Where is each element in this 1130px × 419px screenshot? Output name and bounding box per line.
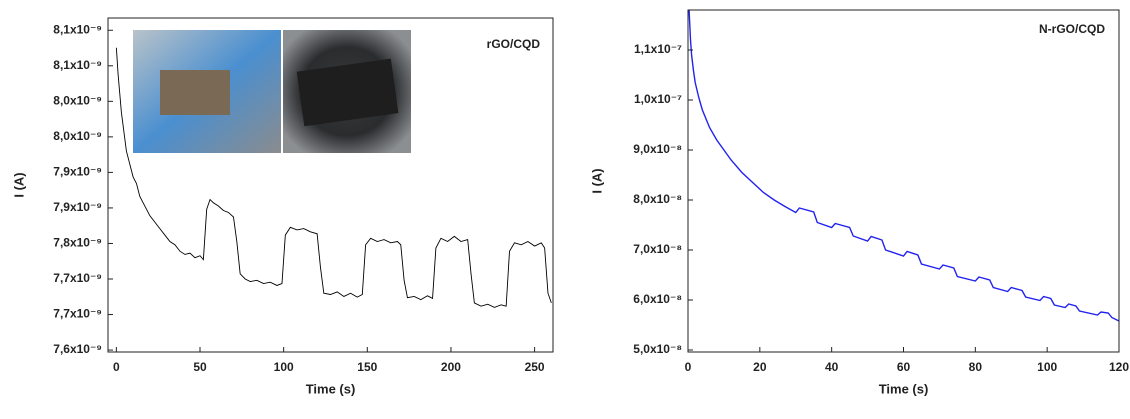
y-tick-label: 8,0x10⁻⁸ [633, 192, 682, 206]
y-tick-label: 6,0x10⁻⁸ [633, 292, 682, 306]
plot [115, 47, 552, 308]
x-tick-label: 80 [969, 360, 983, 374]
y-tick-label: 9,0x10⁻⁸ [633, 142, 682, 156]
plot-frame [107, 17, 554, 353]
x-tick-label: 50 [193, 360, 207, 374]
x-tick-label: 0 [685, 360, 692, 374]
inset-photo-detail [160, 70, 230, 115]
data-line [115, 47, 552, 308]
x-axis-label: Time (s) [306, 381, 356, 396]
y-axis-label: I (A) [11, 172, 26, 197]
x-tick-label: 100 [274, 360, 294, 374]
x-tick-label: 100 [1037, 360, 1057, 374]
y-tick-label: 7,7x10⁻⁹ [53, 271, 102, 285]
y-tick-label: 7,7x10⁻⁹ [53, 307, 102, 321]
inset-photos [133, 30, 411, 153]
data-line [688, 10, 1119, 322]
x-tick-label: 0 [113, 360, 120, 374]
x-tick-label: 20 [753, 360, 767, 374]
annotation: N-rGO/CQD [1039, 22, 1105, 36]
x-tick-label: 120 [1109, 360, 1129, 374]
y-tick-label: 7,8x10⁻⁹ [53, 236, 102, 250]
plot [688, 10, 1119, 322]
plot-frame [687, 9, 1120, 353]
x-tick-label: 250 [525, 360, 545, 374]
y-tick-label: 7,9x10⁻⁹ [53, 200, 102, 214]
x-tick-label: 200 [441, 360, 461, 374]
y-tick-label: 1,1x10⁻⁷ [634, 42, 682, 56]
y-tick-label: 8,0x10⁻⁹ [53, 129, 102, 143]
x-axis-label: Time (s) [879, 381, 929, 396]
y-tick-label: 7,9x10⁻⁹ [53, 165, 102, 179]
x-tick-label: 150 [357, 360, 377, 374]
y-tick-label: 5,0x10⁻⁸ [633, 342, 682, 356]
y-tick-label: 8,1x10⁻⁹ [53, 22, 102, 36]
y-tick-label: 1,0x10⁻⁷ [634, 92, 682, 106]
y-tick-label: 8,1x10⁻⁹ [53, 58, 102, 72]
inset-photo-detail [296, 58, 399, 127]
y-tick-label: 8,0x10⁻⁹ [53, 94, 102, 108]
x-tick-label: 40 [825, 360, 839, 374]
y-tick-label: 7,0x10⁻⁸ [633, 242, 682, 256]
annotation: rGO/CQD [487, 37, 541, 51]
y-tick-label: 7,6x10⁻⁹ [53, 342, 102, 356]
y-axis-label: I (A) [589, 168, 604, 193]
x-tick-label: 60 [897, 360, 911, 374]
